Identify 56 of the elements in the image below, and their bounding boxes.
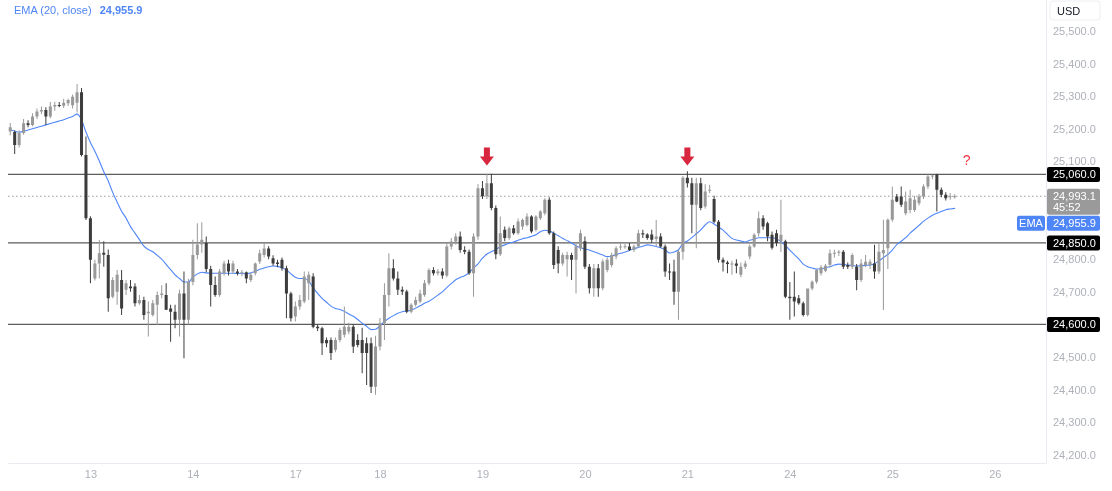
candlestick (378, 317, 382, 351)
x-tick-label: 19 (476, 467, 490, 480)
candlestick (200, 222, 204, 253)
y-tick-label: 24,700.0 (1053, 285, 1096, 298)
annotation: 24,955.9 (99, 4, 143, 16)
x-tick-label: 13 (84, 467, 98, 480)
candlestick (102, 241, 106, 267)
candlestick (734, 259, 738, 274)
candlestick (53, 101, 57, 111)
x-tick-label: 14 (187, 467, 200, 480)
candlestick (788, 282, 792, 320)
y-tick-label: 25,200.0 (1053, 122, 1096, 135)
y-tick-label: 25,300.0 (1053, 90, 1096, 103)
y-axis-title: USD (1057, 5, 1081, 17)
candlestick (276, 259, 280, 268)
ref-line-label: 24,850.0 (1053, 236, 1096, 249)
y-tick-label: 25,500.0 (1053, 25, 1096, 37)
ref-line-label: 25,060.0 (1053, 168, 1096, 181)
y-tick-label: 24,500.0 (1053, 351, 1096, 364)
x-tick-label: 18 (374, 467, 387, 480)
candlestick (146, 301, 150, 337)
candlestick (730, 260, 734, 275)
annotation: ? (962, 152, 971, 169)
candlestick (26, 120, 30, 128)
y-tick-label: 24,400.0 (1053, 383, 1096, 396)
x-tick-label: 17 (289, 467, 302, 480)
y-tick-label: 24,800.0 (1053, 253, 1096, 266)
y-tick-label: 25,100.0 (1053, 155, 1096, 168)
text: EMA (20, close) (14, 4, 92, 16)
text: 24,955.9 (1053, 217, 1096, 230)
candlestick (39, 106, 43, 115)
candlestick (463, 246, 467, 255)
y-tick-label: 24,200.0 (1053, 448, 1096, 461)
candlestick (708, 184, 712, 194)
candlestick (654, 220, 658, 247)
y-tick-label: 24,300.0 (1053, 416, 1096, 429)
line-series (9, 113, 956, 331)
ref-line-label: 24,993.1 (1053, 190, 1096, 203)
x-tick-label: 20 (579, 467, 592, 480)
candlestick (619, 243, 623, 251)
x-tick-label: 24 (784, 467, 797, 480)
y-tick-label: 25,400.0 (1053, 57, 1096, 70)
x-tick-label: 26 (989, 467, 1002, 480)
candlestick (672, 259, 676, 305)
candlestick (832, 249, 836, 258)
candlestick (525, 213, 529, 227)
candlestick (881, 219, 885, 311)
candlestick (160, 285, 164, 299)
ref-line-label: 24,600.0 (1053, 318, 1096, 331)
candlestick (623, 243, 627, 249)
x-tick-label: 25 (886, 467, 899, 480)
candlestick (725, 260, 729, 274)
x-tick-label: 21 (681, 467, 694, 480)
candlestick (792, 271, 796, 317)
text: 45:52 (1053, 201, 1081, 214)
candlestick (427, 268, 431, 286)
